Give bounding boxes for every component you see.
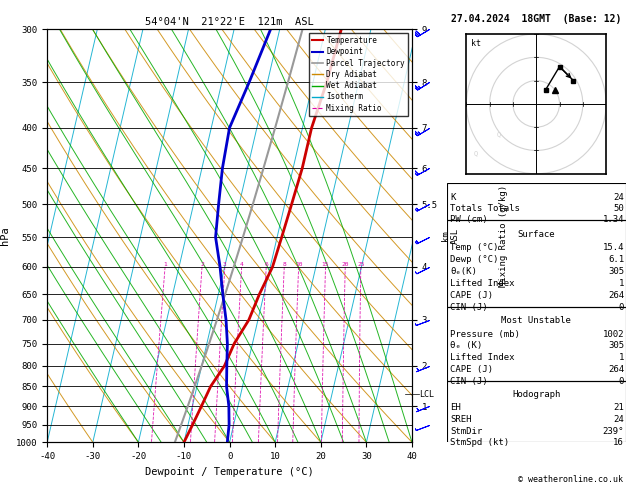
Text: 10: 10 <box>295 262 303 267</box>
Text: 21: 21 <box>613 403 624 412</box>
Text: 3: 3 <box>223 262 226 267</box>
Text: 1: 1 <box>163 262 167 267</box>
Text: 20: 20 <box>342 262 349 267</box>
Text: 24: 24 <box>613 193 624 202</box>
Y-axis label: hPa: hPa <box>1 226 11 245</box>
Text: 15.4: 15.4 <box>603 243 624 253</box>
Legend: Temperature, Dewpoint, Parcel Trajectory, Dry Adiabat, Wet Adiabat, Isotherm, Mi: Temperature, Dewpoint, Parcel Trajectory… <box>309 33 408 116</box>
Text: 8: 8 <box>282 262 286 267</box>
Text: 50: 50 <box>613 204 624 213</box>
X-axis label: Dewpoint / Temperature (°C): Dewpoint / Temperature (°C) <box>145 467 314 477</box>
Text: 264: 264 <box>608 365 624 374</box>
Text: 2: 2 <box>200 262 204 267</box>
Text: Q: Q <box>497 132 501 138</box>
Text: StmSpd (kt): StmSpd (kt) <box>450 438 509 447</box>
Text: Lifted Index: Lifted Index <box>450 353 515 362</box>
Text: 25: 25 <box>357 262 365 267</box>
Text: CAPE (J): CAPE (J) <box>450 365 493 374</box>
Text: CIN (J): CIN (J) <box>450 303 488 312</box>
Text: 0: 0 <box>619 303 624 312</box>
Text: kt: kt <box>471 39 481 48</box>
Title: 54°04'N  21°22'E  121m  ASL: 54°04'N 21°22'E 121m ASL <box>145 17 314 27</box>
Text: LCL: LCL <box>420 390 434 399</box>
Text: 1: 1 <box>619 353 624 362</box>
Text: Most Unstable: Most Unstable <box>501 316 571 325</box>
Text: 239°: 239° <box>603 427 624 435</box>
Text: 1002: 1002 <box>603 330 624 339</box>
Text: PW (cm): PW (cm) <box>450 215 488 225</box>
Text: θₑ (K): θₑ (K) <box>450 341 482 350</box>
Text: © weatheronline.co.uk: © weatheronline.co.uk <box>518 474 623 484</box>
Text: 15: 15 <box>322 262 329 267</box>
Text: 24: 24 <box>613 415 624 424</box>
Text: 0: 0 <box>619 377 624 385</box>
Text: 1: 1 <box>619 279 624 288</box>
Text: Temp (°C): Temp (°C) <box>450 243 499 253</box>
Text: 264: 264 <box>608 291 624 300</box>
Text: 27.04.2024  18GMT  (Base: 12): 27.04.2024 18GMT (Base: 12) <box>451 14 621 24</box>
Text: K: K <box>450 193 455 202</box>
Text: 4: 4 <box>240 262 243 267</box>
Text: 16: 16 <box>613 438 624 447</box>
Text: CIN (J): CIN (J) <box>450 377 488 385</box>
Text: 6.1: 6.1 <box>608 255 624 264</box>
Text: StmDir: StmDir <box>450 427 482 435</box>
Text: CAPE (J): CAPE (J) <box>450 291 493 300</box>
Text: Q: Q <box>474 150 478 156</box>
Text: Hodograph: Hodograph <box>512 390 560 399</box>
Text: 6: 6 <box>264 262 268 267</box>
Y-axis label: km
ASL: km ASL <box>441 227 460 244</box>
Text: EH: EH <box>450 403 461 412</box>
Text: Mixing Ratio (g/kg): Mixing Ratio (g/kg) <box>499 185 508 287</box>
Text: θₑ(K): θₑ(K) <box>450 267 477 276</box>
Text: Pressure (mb): Pressure (mb) <box>450 330 520 339</box>
Text: Surface: Surface <box>518 230 555 239</box>
Text: 305: 305 <box>608 267 624 276</box>
Text: 1.34: 1.34 <box>603 215 624 225</box>
Text: Dewp (°C): Dewp (°C) <box>450 255 499 264</box>
Text: Totals Totals: Totals Totals <box>450 204 520 213</box>
Text: Lifted Index: Lifted Index <box>450 279 515 288</box>
Text: 305: 305 <box>608 341 624 350</box>
Text: SREH: SREH <box>450 415 472 424</box>
